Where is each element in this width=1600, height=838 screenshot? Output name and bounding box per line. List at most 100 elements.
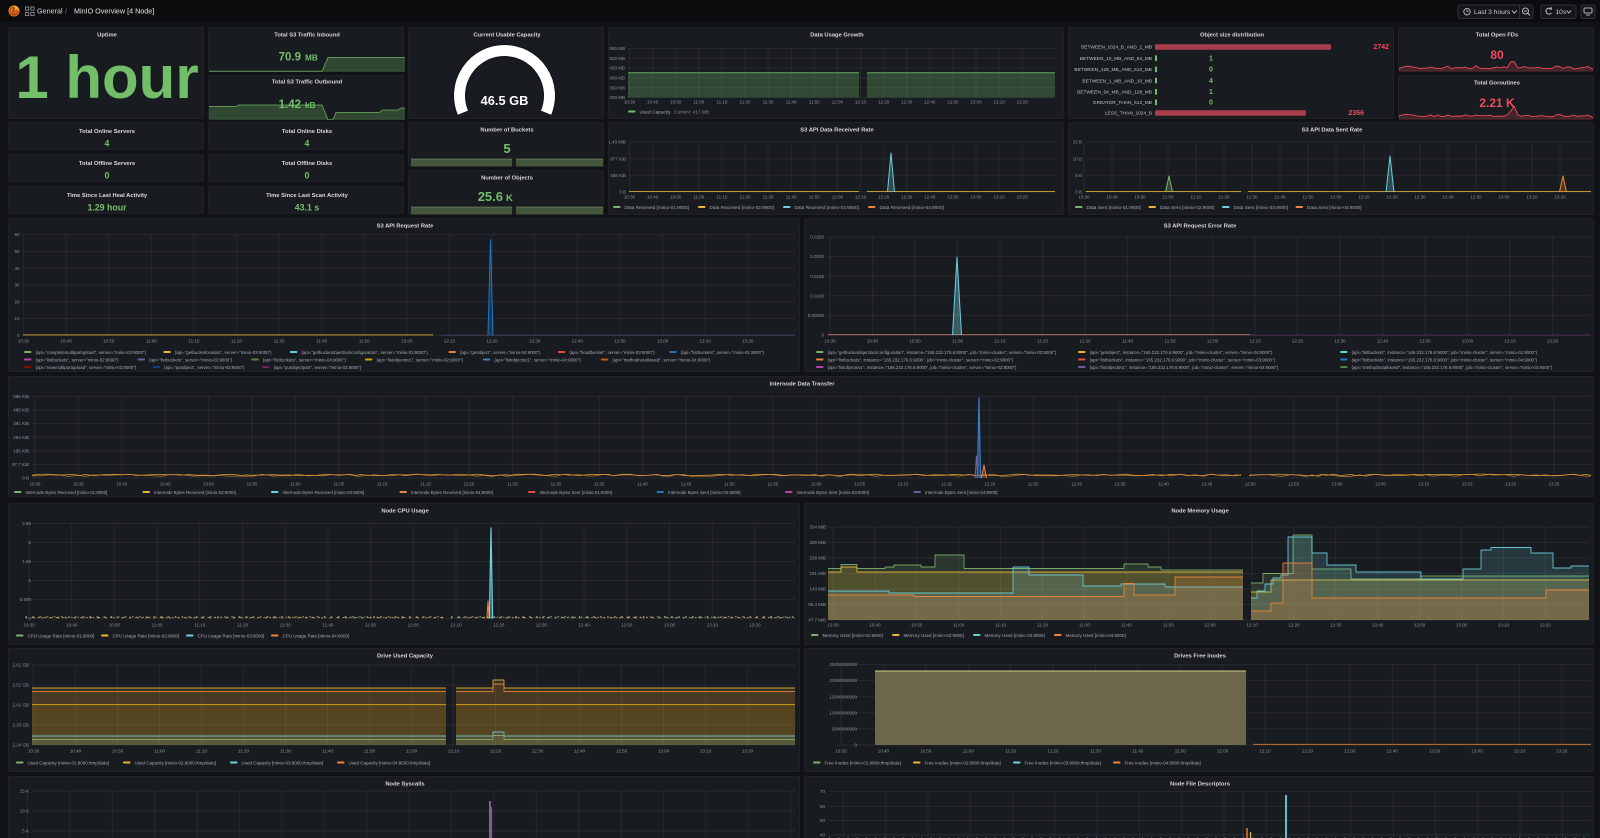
svg-text:12:20: 12:20	[1386, 195, 1398, 200]
svg-text:{api="listbuckets", instance=": {api="listbuckets", instance="165.232.17…	[1352, 350, 1538, 355]
svg-text:{api="listobjectsv1", instance: {api="listobjectsv1", instance="165.232.…	[1090, 365, 1279, 370]
svg-text:10:50: 10:50	[103, 339, 115, 344]
svg-text:12:25: 12:25	[1028, 482, 1039, 487]
svg-text:13:00: 13:00	[1471, 749, 1483, 754]
svg-text:13:20: 13:20	[749, 623, 761, 628]
svg-text:11:00: 11:00	[290, 482, 301, 487]
svg-text:Current Usable Capacity: Current Usable Capacity	[473, 33, 541, 39]
svg-text:Total S3 Traffic Outbound: Total S3 Traffic Outbound	[272, 80, 343, 86]
svg-text:10:45: 10:45	[160, 482, 171, 487]
svg-text:500 MB: 500 MB	[609, 56, 625, 61]
svg-text:Internode Data Transfer: Internode Data Transfer	[769, 382, 835, 388]
svg-text:391 KiB: 391 KiB	[13, 421, 29, 426]
svg-text:10:50: 10:50	[203, 482, 214, 487]
svg-text:11:00: 11:00	[693, 100, 704, 105]
svg-text:CPU Usage Rate [minio-03:9000]: CPU Usage Rate [minio-03:9000]	[198, 634, 265, 639]
svg-text:13:10: 13:10	[1418, 482, 1429, 487]
svg-text:Memory Used [minio-03:9000]: Memory Used [minio-03:9000]	[985, 633, 1045, 638]
svg-text:12:00: 12:00	[408, 623, 420, 628]
svg-text:0.0150: 0.0150	[810, 274, 824, 279]
svg-text:4: 4	[105, 139, 110, 149]
svg-text:11:20: 11:20	[1037, 623, 1048, 628]
svg-text:13:10: 13:10	[1504, 339, 1516, 344]
svg-text:11:10: 11:10	[1191, 195, 1202, 200]
svg-text:12:20: 12:20	[878, 100, 890, 105]
svg-text:15000000000: 15000000000	[829, 694, 857, 699]
svg-text:S3 API Request Rate: S3 API Request Rate	[377, 224, 435, 230]
svg-text:12:50: 12:50	[1470, 195, 1482, 200]
svg-text:11:30: 11:30	[763, 100, 774, 105]
svg-text:2742: 2742	[1373, 44, 1389, 51]
svg-text:11:25: 11:25	[507, 482, 518, 487]
svg-text:Total Offline Disks: Total Offline Disks	[282, 161, 332, 167]
svg-text:Data Received [minio-02:9000]: Data Received [minio-02:9000]	[710, 205, 774, 210]
svg-text:11:00: 11:00	[1163, 195, 1174, 200]
svg-text:12:20: 12:20	[1288, 623, 1300, 628]
svg-text:12:20: 12:20	[493, 623, 505, 628]
svg-text:Internode Bytes Received [mini: Internode Bytes Received [minio-03:9000]	[283, 490, 365, 495]
svg-text:40: 40	[14, 266, 20, 271]
svg-text:13:20: 13:20	[1556, 749, 1568, 754]
svg-text:10:40: 10:40	[867, 339, 879, 344]
svg-text:4: 4	[305, 139, 310, 149]
svg-text:11:20: 11:20	[1048, 749, 1059, 754]
svg-text:11:10: 11:10	[1005, 749, 1016, 754]
svg-text:11:40: 11:40	[1132, 749, 1143, 754]
svg-text:BETWEEN_128_MB_AND_512_MB: BETWEEN_128_MB_AND_512_MB	[1074, 67, 1152, 73]
svg-text:400 MB: 400 MB	[609, 76, 625, 81]
svg-text:13:20: 13:20	[1017, 195, 1029, 200]
svg-text:12:20: 12:20	[490, 749, 502, 754]
svg-text:12:40: 12:40	[1372, 623, 1384, 628]
svg-text:80: 80	[1490, 48, 1504, 62]
svg-text:10:40: 10:40	[878, 749, 890, 754]
svg-text:10:50: 10:50	[670, 195, 682, 200]
svg-text:Used Capacity [minio-02:9000:/: Used Capacity [minio-02:9000:/tmp/data]	[135, 761, 217, 766]
svg-text:1.29 hour: 1.29 hour	[87, 203, 127, 213]
svg-text:10:50: 10:50	[911, 623, 923, 628]
svg-text:Used Capacity [minio-04:9000:/: Used Capacity [minio-04:9000:/tmp/data]	[349, 761, 431, 766]
svg-text:11:20: 11:20	[231, 339, 242, 344]
svg-text:143 MiB: 143 MiB	[809, 587, 826, 592]
svg-text:{api="listobjectsv1", instance: {api="listobjectsv1", instance="165.232.…	[828, 365, 1017, 370]
svg-text:10:30: 10:30	[624, 195, 636, 200]
svg-text:MinIO Overview [4 Node]: MinIO Overview [4 Node]	[74, 7, 154, 16]
svg-text:Internode Bytes Received [mini: Internode Bytes Received [minio-01:9000]	[26, 490, 108, 495]
svg-text:11:10: 11:10	[716, 100, 727, 105]
svg-text:12:10: 12:10	[1259, 749, 1271, 754]
svg-text:12:10: 12:10	[898, 482, 909, 487]
svg-text:Total Goroutines: Total Goroutines	[1474, 81, 1520, 87]
svg-text:11:50: 11:50	[724, 482, 735, 487]
svg-text:12:30: 12:30	[1414, 195, 1426, 200]
svg-text:977 KiB: 977 KiB	[610, 156, 626, 161]
svg-text:10:40: 10:40	[70, 749, 82, 754]
svg-text:11:50: 11:50	[1165, 339, 1176, 344]
svg-text:10:55: 10:55	[247, 482, 258, 487]
svg-text:Time Since Last Scan Activity: Time Since Last Scan Activity	[266, 193, 349, 199]
svg-text:11:20: 11:20	[238, 749, 249, 754]
svg-text:13:20: 13:20	[1540, 623, 1552, 628]
svg-text:10:40: 10:40	[66, 623, 78, 628]
svg-text:{api="listbuckets", server="mi: {api="listbuckets", server="minio-02:900…	[36, 358, 120, 363]
svg-text:12:40: 12:40	[1377, 339, 1389, 344]
svg-text:10:40: 10:40	[1106, 195, 1118, 200]
svg-text:General: General	[37, 7, 63, 16]
svg-text:12:00: 12:00	[832, 195, 844, 200]
svg-text:{api="listbuckets", server="mi: {api="listbuckets", server="minio-04:900…	[263, 358, 347, 363]
svg-text:2.21 K: 2.21 K	[1479, 96, 1515, 110]
svg-text:12:20: 12:20	[984, 482, 995, 487]
svg-text:10:40: 10:40	[647, 100, 659, 105]
svg-text:25.6: 25.6	[478, 189, 503, 204]
svg-text:12:40: 12:40	[1387, 749, 1399, 754]
svg-text:11:50: 11:50	[809, 100, 820, 105]
svg-text:Internode Bytes Received [mini: Internode Bytes Received [minio-02:9000]	[154, 490, 236, 495]
svg-text:10:50: 10:50	[920, 749, 932, 754]
svg-text:13:00: 13:00	[664, 623, 676, 628]
svg-text:Node File Descriptors: Node File Descriptors	[1170, 782, 1230, 788]
svg-text:12:30: 12:30	[1071, 482, 1082, 487]
svg-text:BETWEEN_1_MB_AND_10_MB: BETWEEN_1_MB_AND_10_MB	[1082, 78, 1152, 84]
svg-text:11:30: 11:30	[1079, 623, 1090, 628]
svg-text:Number of Buckets: Number of Buckets	[480, 128, 533, 134]
svg-text:{api="getbucketobjectlockconfi: {api="getbucketobjectlockconfiguration",…	[828, 350, 1057, 355]
svg-text:Total S3 Traffic Inbound: Total S3 Traffic Inbound	[274, 33, 340, 39]
svg-text:{api="listbuckets", server="mi: {api="listbuckets", server="minio-01:900…	[681, 350, 765, 355]
